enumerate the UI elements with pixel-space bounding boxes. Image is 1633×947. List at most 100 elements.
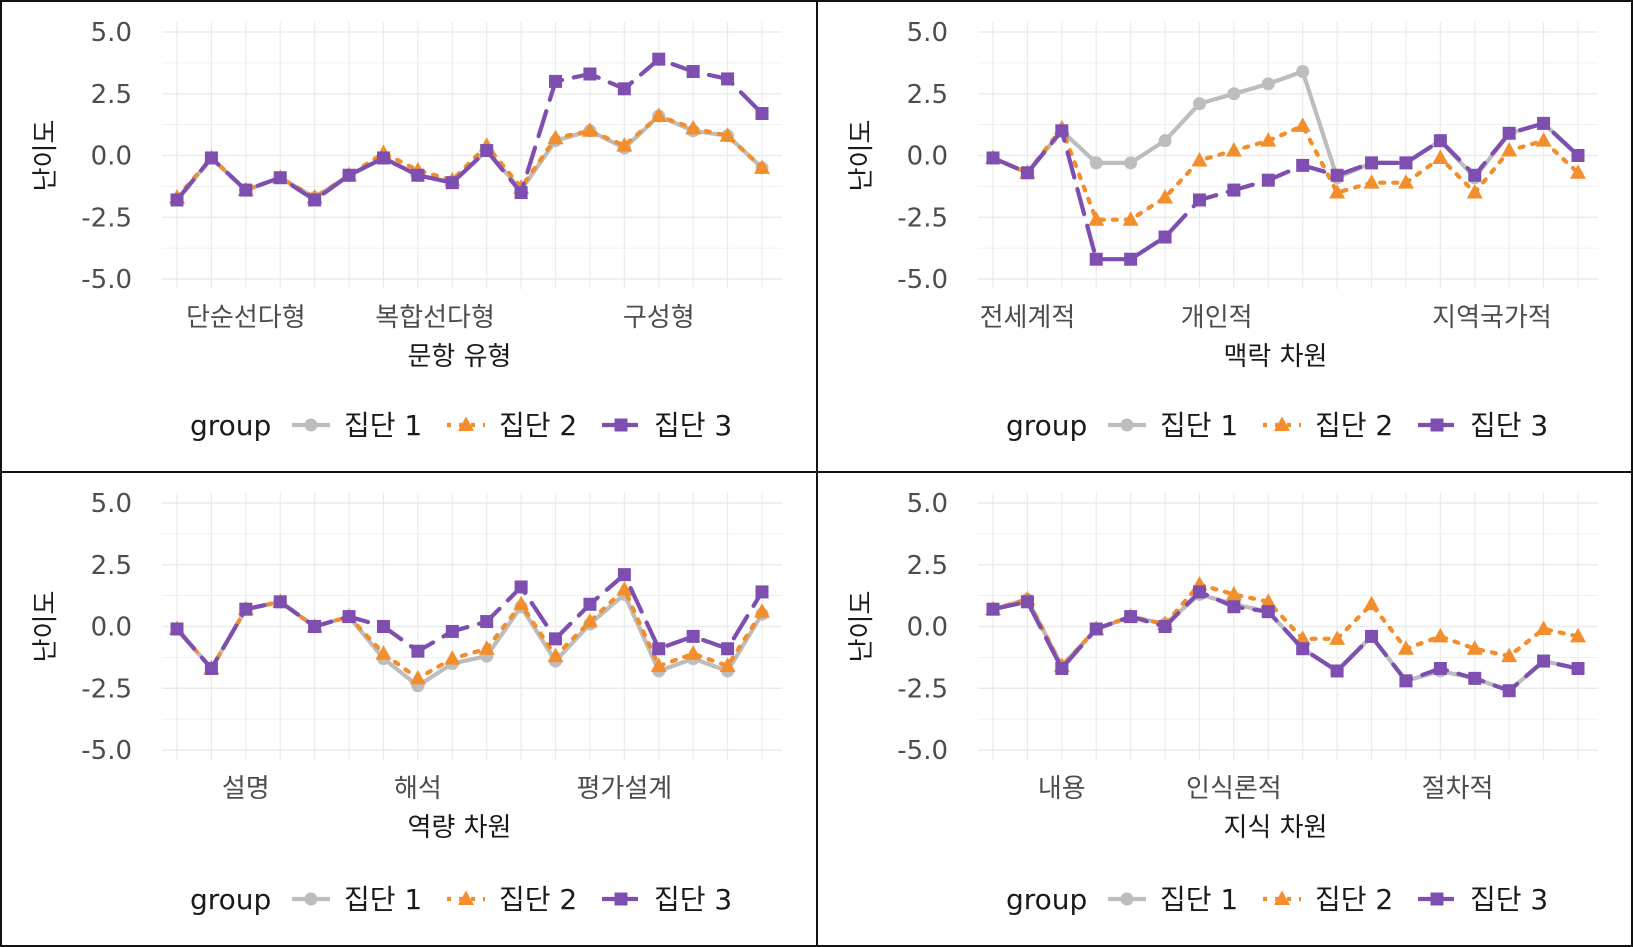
data-point xyxy=(478,640,495,655)
data-point xyxy=(170,193,184,207)
data-point xyxy=(986,602,1000,616)
data-point xyxy=(1192,97,1206,111)
data-point xyxy=(1571,149,1585,162)
series-line xyxy=(990,589,1581,693)
data-point xyxy=(721,72,735,86)
data-point xyxy=(1089,156,1103,170)
data-point xyxy=(1260,132,1277,147)
series-line xyxy=(174,572,765,671)
data-point xyxy=(1329,630,1346,645)
x-group-label: 단순선다형 xyxy=(186,303,306,333)
data-point xyxy=(754,159,770,174)
data-point xyxy=(1397,640,1414,655)
data-point xyxy=(1089,622,1103,636)
legend-label: 집단 1 xyxy=(344,409,422,442)
legend-entry: 집단 3 xyxy=(1418,409,1548,442)
data-point xyxy=(1432,149,1449,164)
data-point xyxy=(1296,642,1310,656)
legend-label: 집단 3 xyxy=(654,409,732,442)
legend-title: group xyxy=(1006,883,1087,916)
data-point xyxy=(1124,252,1138,266)
data-point xyxy=(755,585,769,599)
data-point xyxy=(1466,640,1483,655)
legend-entry: 집단 3 xyxy=(602,409,732,442)
legend-marker xyxy=(458,416,474,431)
data-point xyxy=(1330,168,1344,182)
series-line xyxy=(990,123,1581,222)
data-point xyxy=(1020,595,1034,609)
legend-entry: 집단 2 xyxy=(1263,883,1393,916)
data-point xyxy=(1261,605,1275,619)
data-point xyxy=(581,122,598,137)
series-line xyxy=(174,57,765,203)
legend-marker xyxy=(1430,418,1444,432)
legend-marker xyxy=(1120,892,1134,906)
data-point xyxy=(1296,158,1310,172)
data-point xyxy=(1535,620,1552,635)
data-point xyxy=(1158,134,1172,148)
x-axis-title: 문항 유형 xyxy=(408,342,512,372)
data-point xyxy=(1192,193,1206,207)
data-point xyxy=(1537,654,1551,668)
gridlines xyxy=(162,22,782,289)
data-point xyxy=(239,602,253,616)
y-tick-label: 2.5 xyxy=(91,80,132,110)
x-group-label: 설명 xyxy=(222,774,270,804)
y-tick-label: -5.0 xyxy=(81,736,132,766)
data-point xyxy=(1363,174,1380,189)
legend-marker xyxy=(1120,418,1134,432)
data-point xyxy=(445,176,459,190)
data-point xyxy=(1227,600,1241,614)
legend-marker xyxy=(304,418,318,432)
data-point xyxy=(1157,188,1174,204)
data-point xyxy=(1501,142,1518,157)
series-line xyxy=(990,121,1581,262)
data-point xyxy=(1502,126,1516,140)
x-group-label: 내용 xyxy=(1038,774,1086,804)
data-point xyxy=(1330,664,1344,678)
data-point xyxy=(1329,184,1346,199)
legend-entry: 집단 3 xyxy=(1418,883,1548,916)
legend-entry: 집단 1 xyxy=(1108,409,1238,442)
data-point xyxy=(1570,164,1586,179)
data-point xyxy=(1397,174,1414,189)
y-tick-label: -2.5 xyxy=(81,203,132,233)
series-group xyxy=(986,587,1585,698)
legend: group 집단 1 집단 2 집단 3 xyxy=(1006,409,1548,442)
data-point xyxy=(480,615,494,629)
series-line xyxy=(174,592,765,688)
data-point xyxy=(721,642,735,656)
series-group xyxy=(170,109,769,207)
series-line xyxy=(990,582,1581,669)
y-tick-label: 0.0 xyxy=(91,613,132,643)
data-point xyxy=(1227,183,1241,197)
y-tick-label: 5.0 xyxy=(91,489,132,519)
data-point xyxy=(1501,647,1518,663)
data-point xyxy=(1365,156,1379,170)
legend-label: 집단 1 xyxy=(1160,409,1238,442)
legend-marker xyxy=(458,890,474,905)
data-point xyxy=(273,595,287,609)
data-point xyxy=(1433,134,1447,148)
data-point xyxy=(1020,166,1034,180)
data-point xyxy=(375,645,392,660)
data-point xyxy=(685,119,702,135)
data-point xyxy=(719,657,736,673)
data-point xyxy=(514,186,528,200)
y-tick-label: 0.0 xyxy=(91,142,132,172)
chart-panel-knowledge: 5.0 2.5 0.0 -2.5 -5.0 내용 인식론적 절차적 지식 차원 난이도 group 집… xyxy=(816,471,1633,947)
legend-title: group xyxy=(1006,409,1087,442)
series-line xyxy=(990,592,1581,693)
data-point xyxy=(1363,595,1380,611)
data-point xyxy=(686,629,700,643)
legend-marker xyxy=(304,892,318,906)
data-point xyxy=(445,624,459,638)
data-point xyxy=(1124,610,1138,624)
data-point xyxy=(549,74,563,88)
legend-label: 집단 3 xyxy=(1470,409,1548,442)
x-axis-title: 역량 차원 xyxy=(408,813,512,843)
series-group xyxy=(170,52,769,207)
data-point xyxy=(1122,211,1139,226)
data-point xyxy=(308,193,322,207)
